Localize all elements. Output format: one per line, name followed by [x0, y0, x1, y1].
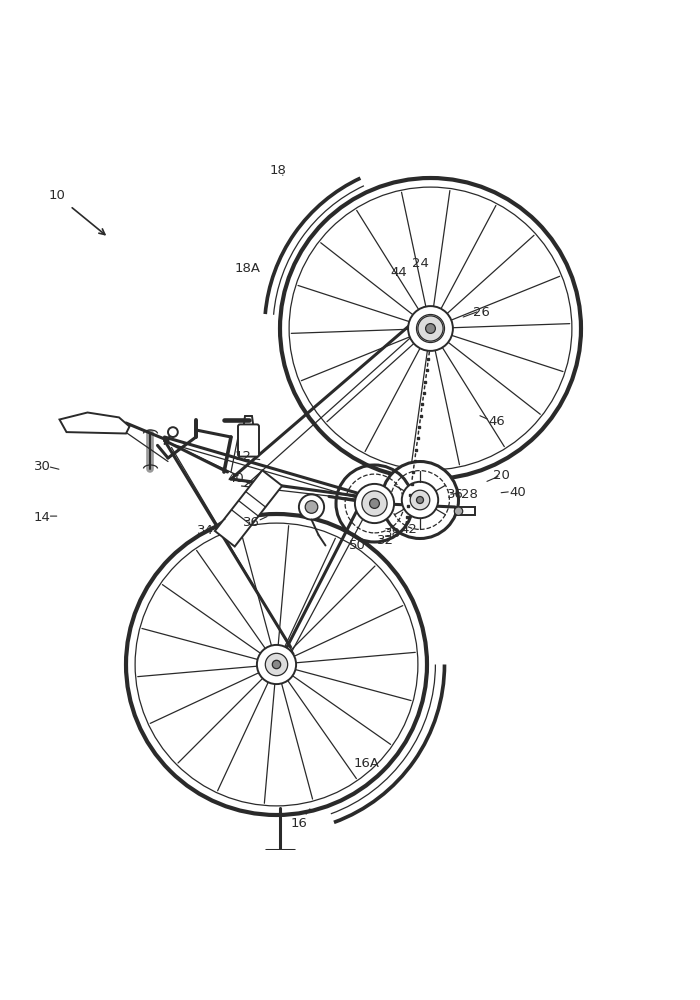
- Text: 18: 18: [270, 164, 286, 178]
- Circle shape: [416, 496, 424, 504]
- FancyBboxPatch shape: [238, 424, 259, 457]
- Circle shape: [305, 501, 318, 513]
- Circle shape: [355, 484, 394, 523]
- Text: 20: 20: [493, 469, 510, 482]
- Circle shape: [454, 507, 463, 515]
- Circle shape: [418, 316, 443, 341]
- Text: 50: 50: [349, 539, 365, 552]
- Circle shape: [410, 490, 430, 510]
- Text: 32: 32: [377, 534, 393, 547]
- Text: 36: 36: [447, 488, 463, 501]
- Text: 16: 16: [290, 817, 307, 830]
- Text: 40: 40: [228, 473, 244, 486]
- Text: 34: 34: [197, 524, 214, 537]
- Circle shape: [272, 660, 281, 669]
- Text: 24: 24: [412, 257, 428, 270]
- Text: 18A: 18A: [234, 262, 260, 275]
- Circle shape: [402, 482, 438, 518]
- Circle shape: [299, 494, 324, 520]
- Text: 16A: 16A: [354, 757, 379, 770]
- Text: 28: 28: [461, 488, 477, 501]
- Circle shape: [370, 499, 379, 508]
- Circle shape: [408, 306, 453, 351]
- Circle shape: [382, 462, 458, 538]
- Text: 40: 40: [510, 487, 526, 499]
- Circle shape: [410, 308, 452, 350]
- FancyBboxPatch shape: [455, 507, 475, 515]
- Circle shape: [426, 324, 435, 333]
- Text: 30: 30: [34, 460, 50, 473]
- Polygon shape: [215, 470, 282, 546]
- Polygon shape: [60, 412, 130, 434]
- Text: 12: 12: [234, 450, 251, 463]
- Text: 36: 36: [243, 516, 260, 529]
- Circle shape: [362, 491, 387, 516]
- Text: 42: 42: [400, 523, 417, 536]
- Text: 26: 26: [473, 306, 489, 319]
- Text: 44: 44: [391, 266, 407, 279]
- Circle shape: [416, 314, 444, 342]
- Text: 38: 38: [384, 527, 400, 540]
- Text: 14: 14: [34, 511, 50, 524]
- Circle shape: [168, 427, 178, 437]
- Circle shape: [265, 653, 288, 676]
- Circle shape: [257, 645, 296, 684]
- Text: 10: 10: [49, 189, 66, 202]
- Text: 46: 46: [489, 415, 505, 428]
